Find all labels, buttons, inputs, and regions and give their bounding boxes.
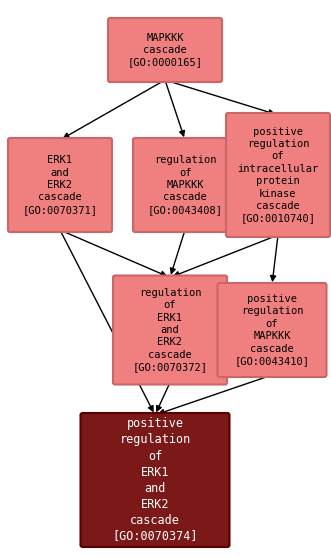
FancyBboxPatch shape	[226, 113, 330, 237]
FancyBboxPatch shape	[8, 138, 112, 232]
Text: positive
regulation
of
MAPKKK
cascade
[GO:0043410]: positive regulation of MAPKKK cascade [G…	[234, 294, 309, 366]
Text: regulation
of
MAPKKK
cascade
[GO:0043408]: regulation of MAPKKK cascade [GO:0043408…	[148, 155, 222, 215]
Text: MAPKKK
cascade
[GO:0000165]: MAPKKK cascade [GO:0000165]	[127, 32, 203, 68]
Text: regulation
of
ERK1
and
ERK2
cascade
[GO:0070372]: regulation of ERK1 and ERK2 cascade [GO:…	[132, 288, 208, 372]
Text: ERK1
and
ERK2
cascade
[GO:0070371]: ERK1 and ERK2 cascade [GO:0070371]	[23, 155, 98, 215]
FancyBboxPatch shape	[133, 138, 237, 232]
FancyBboxPatch shape	[80, 413, 229, 547]
FancyBboxPatch shape	[217, 283, 326, 377]
Text: positive
regulation
of
intracellular
protein
kinase
cascade
[GO:0010740]: positive regulation of intracellular pro…	[237, 127, 319, 223]
FancyBboxPatch shape	[108, 18, 222, 82]
Text: positive
regulation
of
ERK1
and
ERK2
cascade
[GO:0070374]: positive regulation of ERK1 and ERK2 cas…	[112, 417, 198, 542]
FancyBboxPatch shape	[113, 276, 227, 384]
